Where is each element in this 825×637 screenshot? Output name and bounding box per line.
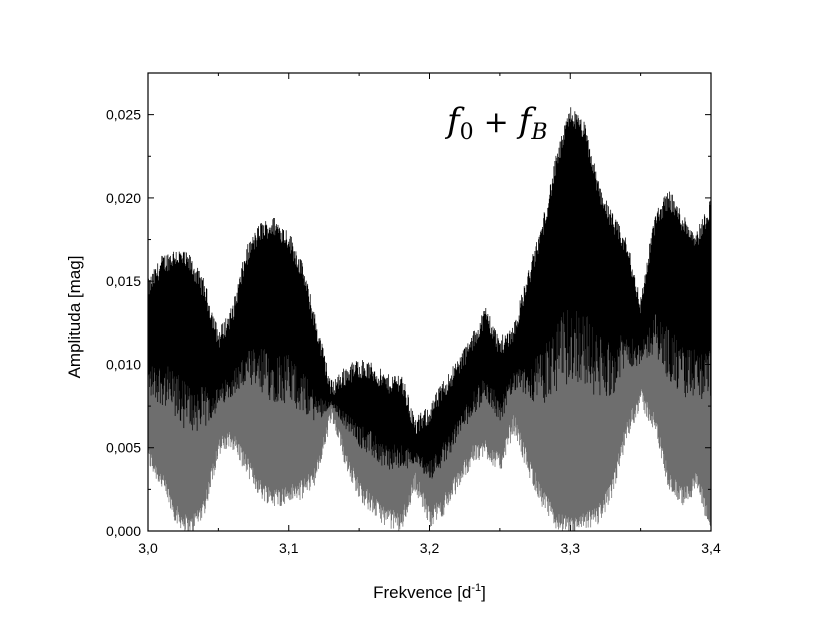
series-annotation: f0 + fB (444, 101, 548, 145)
x-axis-title: Frekvence [d-1] (373, 582, 486, 602)
x-tick-label: 3,3 (561, 540, 581, 556)
y-tick-label: 0,010 (106, 356, 141, 372)
x-tick-label: 3,2 (420, 540, 440, 556)
spectrum-signal (147, 107, 712, 531)
y-tick-label: 0,025 (106, 107, 141, 123)
y-tick-label: 0,005 (106, 440, 141, 456)
x-tick-label: 3,0 (138, 540, 158, 556)
y-tick-labels: 0,000 0,005 0,010 0,015 0,020 0,025 (106, 107, 141, 539)
axis-ticks (147, 73, 712, 532)
y-tick-label: 0,000 (106, 523, 141, 539)
y-tick-label: 0,015 (106, 273, 141, 289)
y-tick-label: 0,020 (106, 190, 141, 206)
x-tick-label: 3,1 (279, 540, 299, 556)
y-axis-title: Amplituda [mag] (65, 256, 84, 379)
x-tick-labels: 3,0 3,1 3,2 3,3 3,4 (138, 540, 721, 556)
x-tick-label: 3,4 (701, 540, 721, 556)
